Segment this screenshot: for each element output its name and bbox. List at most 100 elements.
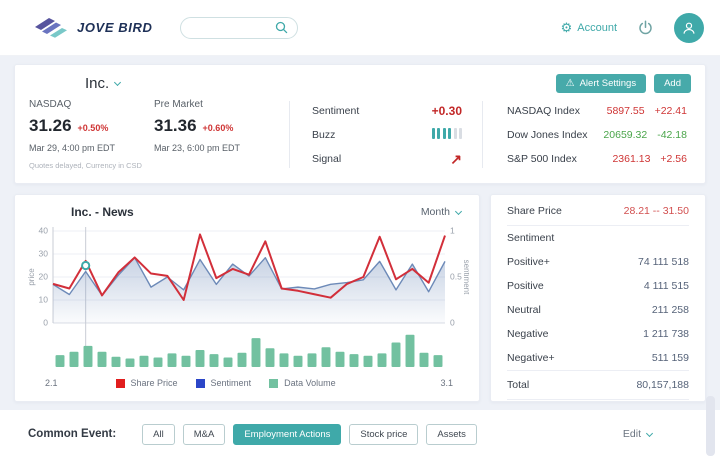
svg-text:20: 20 <box>39 272 49 282</box>
indices-column: NASDAQ Index 5897.55 +22.41 Dow Jones In… <box>493 99 691 170</box>
index-row: S&P 500 Index 2361.13 +2.56 <box>507 148 687 170</box>
search-icon[interactable] <box>275 21 288 34</box>
gear-icon: ⚙ <box>560 20 573 35</box>
filter-ma[interactable]: M&A <box>182 423 226 445</box>
add-button[interactable]: Add <box>654 74 691 93</box>
svg-text:0: 0 <box>43 318 48 328</box>
topbar: JOVE BIRD ⚙ Account <box>0 0 720 56</box>
quote-label: NASDAQ <box>29 99 72 110</box>
buzz-indicator <box>429 126 462 144</box>
legend-swatch-red <box>115 378 125 388</box>
index-value: 5897.55 <box>606 105 645 117</box>
scrollbar[interactable] <box>706 396 715 456</box>
sentiment-row: Positive+ 74 111 518 <box>507 256 689 268</box>
filter-all[interactable]: All <box>142 423 175 445</box>
event-bar: Common Event: All M&A Employment Actions… <box>0 410 720 458</box>
sentiment-label: Sentiment <box>312 105 360 117</box>
buzz-label: Buzz <box>312 129 336 141</box>
main-content: Inc. ⚠ Alert Settings Add NASDAQ 31.26 <box>0 56 720 410</box>
x-axis-end: 3.1 <box>440 378 453 388</box>
chevron-down-icon <box>645 429 654 437</box>
index-change: +2.56 <box>660 153 687 165</box>
news-title: Inc. - News <box>71 205 134 219</box>
chart-legend: Share Price Sentiment Data Volume <box>115 378 336 388</box>
index-value: 2361.13 <box>612 153 651 165</box>
divider <box>482 101 483 168</box>
alert-settings-label: Alert Settings <box>579 78 637 89</box>
index-row: NASDAQ Index 5897.55 +22.41 <box>507 100 687 122</box>
edit-dropdown[interactable]: Edit <box>622 428 654 440</box>
search-box[interactable] <box>180 16 299 39</box>
period-selector[interactable]: Month <box>420 206 463 218</box>
divider <box>507 399 689 400</box>
svg-text:10: 10 <box>39 295 49 305</box>
legend-sentiment: Sentiment <box>195 378 251 388</box>
account-button[interactable]: ⚙ Account <box>561 21 617 34</box>
index-value: 20659.32 <box>603 129 648 141</box>
share-price-panel: Share Price 28.21 -- 31.50 Sentiment Pos… <box>490 194 706 402</box>
quote-change: +0.60% <box>202 123 234 133</box>
svg-text:sentiment: sentiment <box>462 260 469 295</box>
quote-time: Mar 29, 4:00 pm EDT <box>29 143 116 153</box>
sentiment-row: Negative+ 511 159 <box>507 352 689 364</box>
event-filters: All M&A Employment Actions Stock price A… <box>142 423 477 445</box>
premarket-quote: Pre Market 31.36 +0.60% Mar 23, 6:00 pm … <box>154 99 279 153</box>
avatar[interactable] <box>674 12 704 43</box>
quote-time: Mar 23, 6:00 pm EDT <box>154 143 241 153</box>
brand-name: JOVE BIRD <box>77 20 153 35</box>
search-input[interactable] <box>190 21 276 34</box>
x-axis-start: 2.1 <box>45 378 58 388</box>
signal-up-arrow-icon: ↗ <box>450 151 462 167</box>
signal-label: Signal <box>312 153 342 165</box>
news-card: Inc. - News Month 0 10 20 30 40 0 0.5 1 price sen… <box>14 194 480 402</box>
common-event-label: Common Event: <box>28 428 117 440</box>
svg-text:40: 40 <box>39 226 49 236</box>
quote-price: 31.36 <box>154 116 197 135</box>
alert-settings-button[interactable]: ⚠ Alert Settings <box>555 74 647 93</box>
filter-stock-price[interactable]: Stock price <box>349 423 419 445</box>
total-row: Total 80,157,188 <box>507 379 689 391</box>
user-icon <box>683 22 695 34</box>
company-name: Inc. <box>85 75 110 92</box>
filter-assets[interactable]: Assets <box>426 423 477 445</box>
index-change: +22.41 <box>654 105 687 117</box>
sentiment-row: Neutral 211 258 <box>507 304 689 316</box>
index-change: -42.18 <box>657 129 687 141</box>
legend-swatch-green <box>269 378 279 388</box>
quote-label: Pre Market <box>154 99 203 110</box>
legend-data-volume: Data Volume <box>269 378 336 388</box>
alert-triangle-icon: ⚠ <box>565 77 575 89</box>
divider <box>507 370 689 371</box>
period-value: Month <box>420 206 450 218</box>
power-icon <box>639 20 652 35</box>
quote-price: 31.26 <box>29 116 72 135</box>
quote-card: Inc. ⚠ Alert Settings Add NASDAQ 31.26 <box>14 64 706 184</box>
index-row: Dow Jones Index 20659.32 -42.18 <box>507 124 687 146</box>
nasdaq-quote: NASDAQ 31.26 +0.50% Mar 29, 4:00 pm EDT <box>29 99 154 153</box>
account-label: Account <box>577 21 617 34</box>
filter-employment-actions[interactable]: Employment Actions <box>233 423 342 445</box>
power-button[interactable] <box>637 19 654 36</box>
index-label: Dow Jones Index <box>507 129 588 141</box>
divider <box>507 225 689 226</box>
chevron-down-icon <box>114 78 122 87</box>
news-chart: 0 10 20 30 40 0 0.5 1 price sentiment <box>27 221 471 378</box>
edit-label: Edit <box>622 428 641 440</box>
company-selector[interactable]: Inc. <box>85 75 122 92</box>
index-label: S&P 500 Index <box>507 153 577 165</box>
quotes-disclaimer: Quotes delayed, Currency in CSD <box>29 161 142 170</box>
legend-swatch-blue <box>195 378 205 388</box>
logo-bird-icon <box>35 17 67 38</box>
svg-text:1: 1 <box>450 226 455 236</box>
sentiment-value: +0.30 <box>431 104 462 118</box>
svg-text:0.5: 0.5 <box>450 272 462 282</box>
share-price-label: Share Price <box>507 205 562 217</box>
svg-text:0: 0 <box>450 318 455 328</box>
chevron-down-icon <box>454 207 463 215</box>
sentiment-row: Positive 4 111 515 <box>507 280 689 292</box>
divider <box>289 101 290 168</box>
quote-change: +0.50% <box>77 123 109 133</box>
index-label: NASDAQ Index <box>507 105 580 117</box>
topbar-right: ⚙ Account <box>561 12 704 43</box>
legend-share-price: Share Price <box>115 378 178 388</box>
